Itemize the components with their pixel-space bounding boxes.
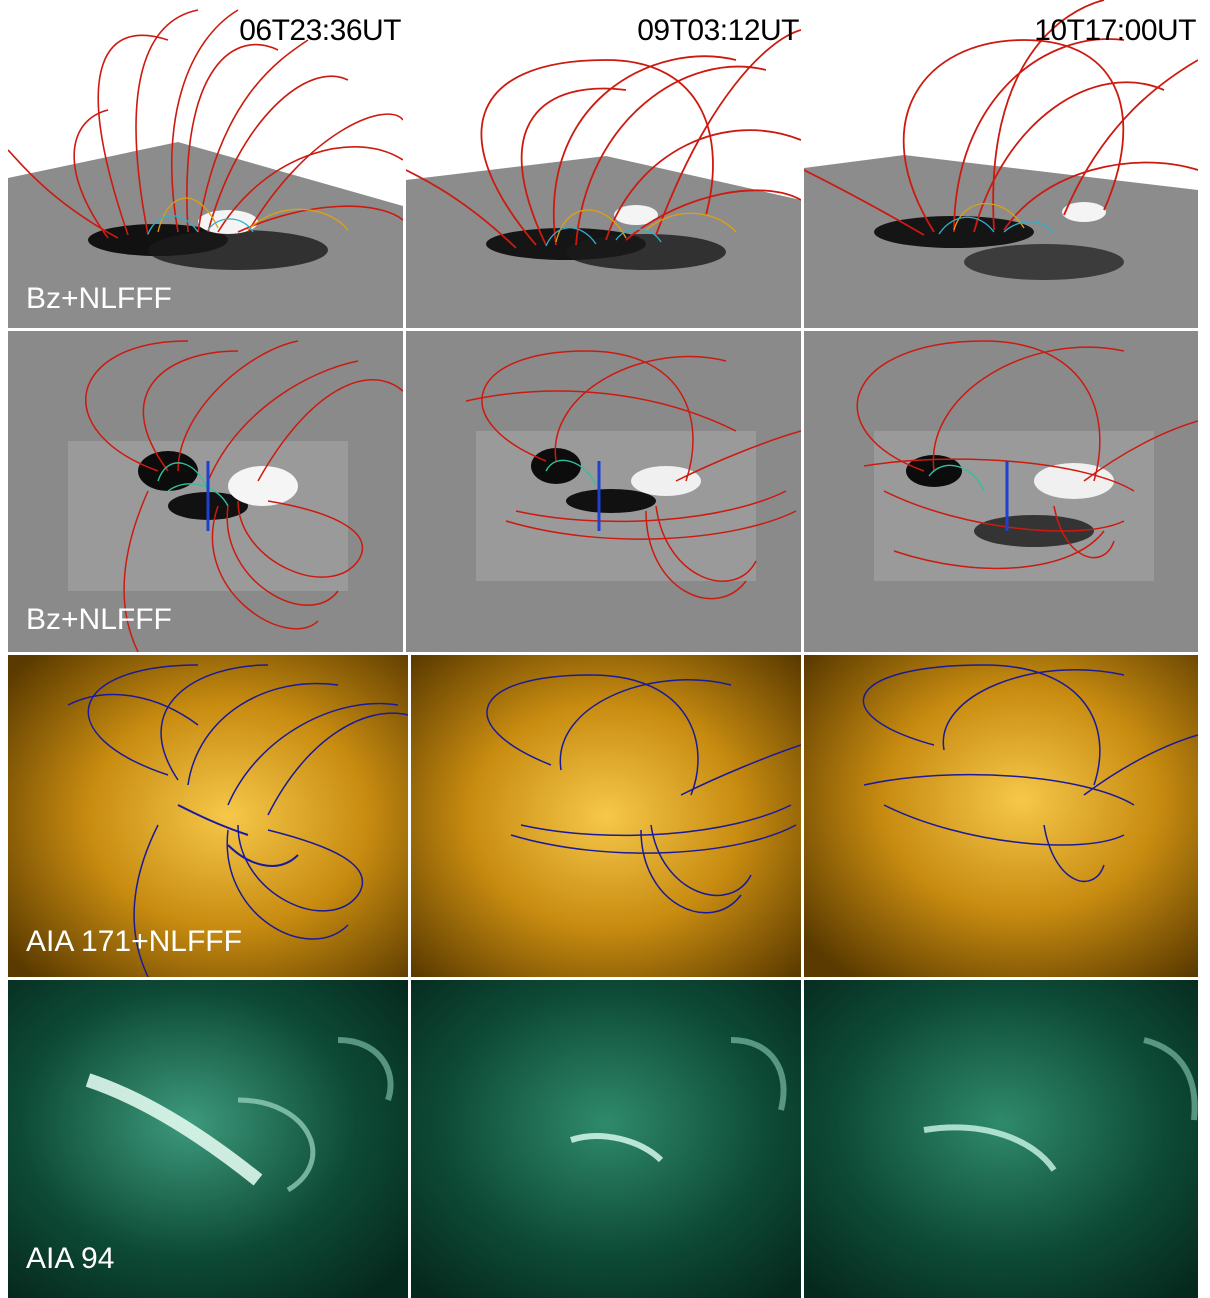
aia171-image-t1 <box>8 655 408 977</box>
row-bz-3d: 06T23:36UT Bz+NLFFF <box>8 0 1198 328</box>
figure-grid: 06T23:36UT Bz+NLFFF <box>8 0 1210 1298</box>
timestamp-2: 09T03:12UT <box>637 14 799 47</box>
panel-aia94-t3 <box>804 980 1198 1298</box>
aia171-image-t2 <box>411 655 801 977</box>
bztop-image-t1 <box>8 331 403 652</box>
aia171-image-t3 <box>804 655 1198 977</box>
row4-label: AIA 94 <box>26 1242 115 1275</box>
panel-aia94-t1: AIA 94 <box>8 980 408 1298</box>
timestamp-3: 10T17:00UT <box>1034 14 1196 47</box>
row1-label: Bz+NLFFF <box>26 282 172 315</box>
aia94-image-t3 <box>804 980 1198 1298</box>
panel-aia171-t2 <box>411 655 801 977</box>
bztop-image-t2 <box>406 331 801 652</box>
panel-bztop-t3 <box>804 331 1198 652</box>
panel-bz3d-t1: 06T23:36UT Bz+NLFFF <box>8 0 403 328</box>
bz3d-image-t1 <box>8 0 403 328</box>
panel-bztop-t2 <box>406 331 801 652</box>
panel-aia171-t3 <box>804 655 1198 977</box>
row-aia94: AIA 94 <box>8 980 1198 1298</box>
aia94-image-t2 <box>411 980 801 1298</box>
timestamp-1: 06T23:36UT <box>239 14 401 47</box>
panel-bz3d-t3: 10T17:00UT <box>804 0 1198 328</box>
row3-label: AIA 171+NLFFF <box>26 925 242 958</box>
row-aia171: AIA 171+NLFFF <box>8 655 1198 977</box>
aia94-image-t1 <box>8 980 408 1298</box>
bz3d-image-t2 <box>406 0 801 328</box>
panel-aia171-t1: AIA 171+NLFFF <box>8 655 408 977</box>
bztop-image-t3 <box>804 331 1198 652</box>
row-bz-top: Bz+NLFFF <box>8 331 1198 652</box>
panel-aia94-t2 <box>411 980 801 1298</box>
bz3d-image-t3 <box>804 0 1198 328</box>
row2-label: Bz+NLFFF <box>26 603 172 636</box>
panel-bztop-t1: Bz+NLFFF <box>8 331 403 652</box>
panel-bz3d-t2: 09T03:12UT <box>406 0 801 328</box>
